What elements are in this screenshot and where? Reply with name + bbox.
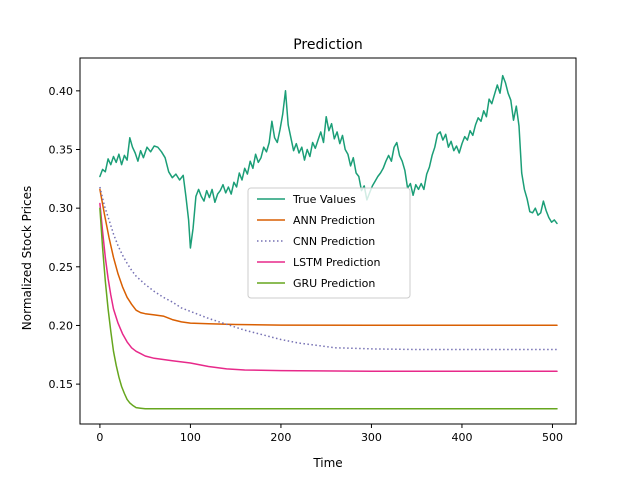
legend-label: ANN Prediction <box>293 214 375 227</box>
y-tick-label: 0.20 <box>49 319 74 332</box>
x-tick-label: 0 <box>96 431 103 444</box>
legend: True Values ANN Prediction CNN Prediction L… <box>247 187 411 299</box>
x-tick-label: 100 <box>180 431 201 444</box>
legend-label: GRU Prediction <box>293 277 375 290</box>
legend-box <box>247 187 411 299</box>
y-tick-label: 0.40 <box>49 85 74 98</box>
y-tick-label: 0.30 <box>49 202 74 215</box>
y-tick-label: 0.15 <box>49 378 74 391</box>
x-tick-label: 400 <box>451 431 472 444</box>
x-tick-label: 200 <box>270 431 291 444</box>
y-tick-label: 0.25 <box>49 261 74 274</box>
series-line-true-values <box>99 74 558 249</box>
y-axis-label: Normalized Stock Prices <box>20 186 34 330</box>
chart-title: Prediction <box>293 37 363 53</box>
legend-label: True Values <box>292 193 356 206</box>
axis-ticks: 0 100 200 300 400 500 0.15 0.20 0.25 0.30 0.35 0.40 <box>49 85 563 444</box>
series-line-gru-prediction <box>99 207 558 410</box>
legend-label: LSTM Prediction <box>293 256 380 269</box>
x-tick-label: 500 <box>542 431 563 444</box>
x-tick-label: 300 <box>361 431 382 444</box>
legend-label: CNN Prediction <box>293 235 375 248</box>
series-line-ann-prediction <box>99 188 558 327</box>
series-line-lstm-prediction <box>99 202 558 372</box>
series-layer <box>99 74 558 410</box>
series-line-cnn-prediction <box>99 186 557 351</box>
plot-frame <box>79 57 577 425</box>
y-tick-label: 0.35 <box>49 144 74 157</box>
x-axis-label: Time <box>312 456 342 470</box>
